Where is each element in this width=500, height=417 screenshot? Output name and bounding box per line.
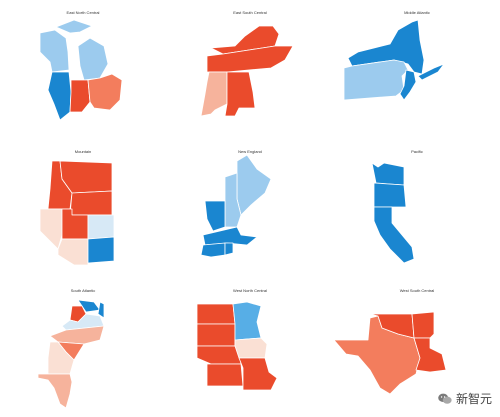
panel-new-england: New England [167, 139, 333, 278]
panel-title: Middle Atlantic [404, 10, 430, 15]
state-oregon [373, 182, 407, 208]
region-map [37, 299, 105, 409]
state-missouri [238, 357, 278, 391]
state-connecticut [200, 242, 226, 258]
state-arkansas [411, 311, 435, 339]
state-indiana [69, 79, 91, 113]
state-vermont [204, 200, 226, 232]
panel-title: Mountain [74, 149, 92, 154]
state-north-dakota [196, 303, 236, 325]
region-map [200, 25, 294, 117]
state-illinois [47, 71, 72, 121]
panel-south-atlantic: South Atlantic [0, 278, 166, 417]
state-massachusetts [202, 226, 258, 246]
watermark: 新智元 [438, 390, 492, 407]
region-map [343, 19, 445, 101]
state-pennsylvania [343, 59, 409, 101]
panel-pacific: Pacific [334, 139, 500, 278]
panel-east-north-central: East North Central [0, 0, 166, 139]
state-new-jersey [399, 69, 417, 101]
panel-middle-atlantic: Middle Atlantic [334, 0, 500, 139]
panel-title: East South Central [233, 10, 267, 15]
state-colorado [87, 214, 115, 240]
state-florida [37, 373, 73, 409]
state-washington [371, 162, 405, 186]
state-nebraska [196, 345, 242, 365]
state-long-island [417, 63, 445, 81]
state-georgia [47, 341, 75, 375]
state-ohio [87, 73, 123, 111]
state-nevada [39, 208, 63, 250]
panel-title: South Atlantic [70, 288, 96, 293]
panel-title: West North Central [233, 288, 267, 293]
region-map [196, 301, 278, 391]
state-maine [236, 154, 272, 216]
state-iowa [234, 337, 268, 359]
panel-title: New England [238, 149, 262, 154]
state-wyoming [69, 190, 113, 216]
state-north-carolina [49, 325, 105, 345]
state-new-mexico [87, 236, 115, 264]
panel-east-south-central: East South Central [167, 0, 333, 139]
panel-title: East North Central [66, 10, 100, 15]
state-arizona [57, 238, 89, 266]
panel-west-south-central: West South Central [333, 278, 500, 417]
panel-mountain: Mountain [0, 139, 166, 278]
panel-title: Pacific [411, 149, 423, 154]
state-delaware [97, 301, 105, 319]
state-alabama [224, 71, 256, 117]
watermark-text: 新智元 [455, 392, 492, 406]
state-michigan [55, 19, 109, 81]
panel-title: West South Central [399, 288, 435, 293]
state-kansas [206, 363, 244, 387]
region-map [371, 162, 415, 264]
state-california [373, 206, 415, 264]
state-maryland [77, 299, 101, 313]
region-map [39, 160, 115, 266]
panel-west-north-central: West North Central [167, 278, 333, 417]
state-minnesota [232, 301, 262, 341]
state-south-dakota [196, 323, 236, 347]
state-louisiana [413, 337, 447, 373]
state-rhode-island [224, 242, 234, 256]
wechat-icon [438, 393, 452, 404]
region-map [39, 19, 123, 121]
region-map [200, 154, 272, 258]
state-mississippi [200, 71, 228, 117]
state-wisconsin [39, 29, 70, 73]
region-map [333, 311, 447, 395]
